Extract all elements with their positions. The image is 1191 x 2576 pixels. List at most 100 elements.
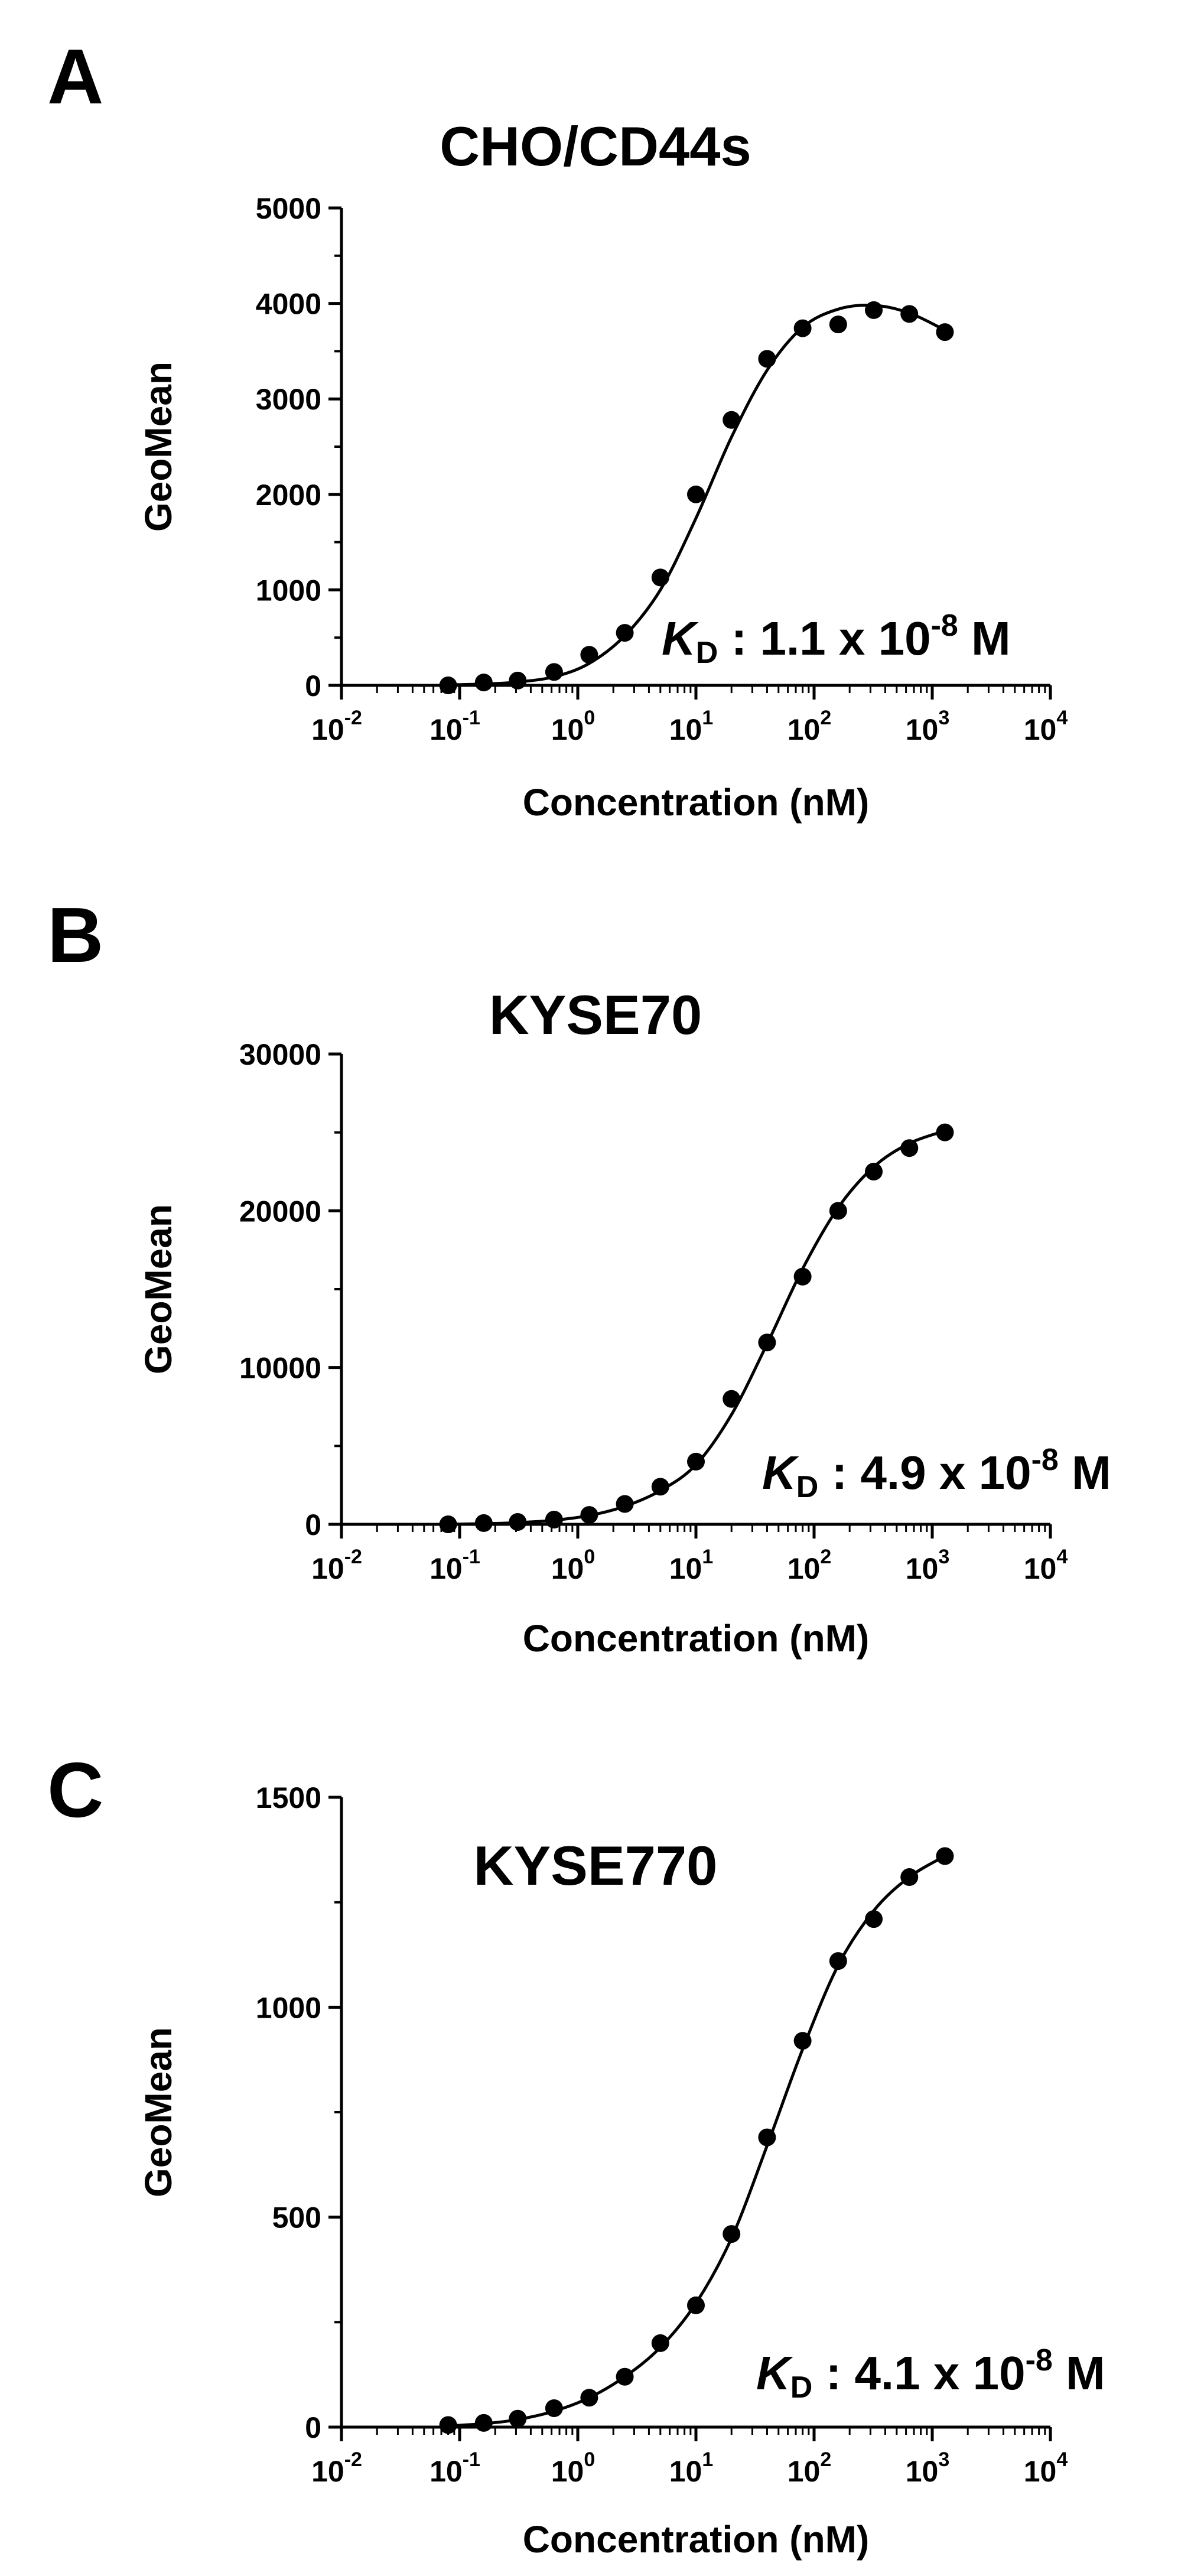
data-point: [723, 1390, 741, 1408]
x-tick-label: 101: [669, 1546, 714, 1585]
x-tick-label: 10-2: [311, 707, 362, 746]
x-tick-label: 100: [551, 707, 596, 746]
x-tick-label-base: 10: [669, 2455, 702, 2488]
x-tick-label-base: 10: [669, 1552, 702, 1585]
panel-label: A: [47, 33, 103, 120]
x-tick-label-base: 10: [311, 713, 344, 746]
kd-symbol: K: [756, 2347, 793, 2399]
x-tick-label: 10-2: [311, 2448, 362, 2488]
x-tick-label: 10-2: [311, 1546, 362, 1585]
x-tick-label-exponent: 0: [584, 707, 595, 729]
x-tick-label-base: 10: [551, 713, 584, 746]
x-tick-label: 104: [1024, 707, 1068, 746]
x-tick-label-exponent: 2: [820, 2448, 831, 2471]
data-point: [829, 1952, 847, 1970]
x-tick-label: 100: [551, 2448, 596, 2488]
kd-value: : 4.1 x 10: [812, 2347, 1025, 2399]
data-point: [793, 2032, 812, 2050]
data-point: [439, 1515, 457, 1533]
x-tick-label-exponent: -1: [463, 2448, 480, 2471]
x-tick-label: 10-1: [429, 1546, 480, 1585]
data-point: [616, 624, 634, 642]
data-point: [865, 1163, 883, 1180]
x-tick-label: 101: [669, 2448, 714, 2488]
kd-unit: M: [1053, 2347, 1105, 2399]
y-axis-label: GeoMean: [137, 2027, 180, 2197]
kd-exponent: -8: [931, 609, 958, 643]
x-tick-label-base: 10: [1024, 1552, 1057, 1585]
y-tick-label: 20000: [239, 1195, 321, 1228]
x-tick-label: 102: [788, 707, 832, 746]
y-tick-label: 1500: [256, 1781, 321, 1814]
data-point: [900, 305, 919, 323]
data-point: [687, 485, 705, 503]
x-tick-label: 102: [788, 1546, 832, 1585]
data-point: [936, 1123, 954, 1141]
kd-unit: M: [958, 612, 1011, 665]
x-tick-label-exponent: 1: [702, 1546, 713, 1568]
data-point: [829, 316, 847, 334]
kd-subscript: D: [696, 636, 718, 670]
data-point: [474, 2414, 493, 2432]
x-tick-label-base: 10: [906, 2455, 939, 2488]
data-point: [900, 1868, 919, 1887]
x-tick-label: 103: [906, 1546, 950, 1585]
data-point: [580, 646, 598, 664]
y-axis-label: GeoMean: [137, 362, 180, 532]
x-tick-label-exponent: -1: [463, 1546, 480, 1568]
x-tick-label-base: 10: [788, 713, 821, 746]
data-point: [936, 323, 954, 341]
x-tick-label-exponent: 3: [938, 2448, 949, 2471]
data-point: [723, 2225, 741, 2243]
kd-subscript: D: [790, 2370, 813, 2405]
x-tick-label-exponent: 4: [1056, 707, 1068, 729]
data-point: [793, 1267, 812, 1286]
x-tick-label-exponent: 4: [1056, 1546, 1068, 1568]
x-tick-label-exponent: 3: [938, 1546, 949, 1568]
panel-label: C: [47, 1746, 103, 1833]
y-tick-label: 500: [272, 2201, 321, 2235]
kd-symbol: K: [762, 1446, 799, 1499]
kd-exponent: -8: [1031, 1443, 1059, 1477]
data-point: [793, 319, 812, 337]
chart-title: KYSE770: [474, 1835, 718, 1897]
x-tick-label-exponent: 0: [584, 2448, 595, 2471]
data-point: [509, 671, 527, 689]
data-point: [509, 1513, 527, 1531]
x-tick-label-exponent: 2: [820, 1546, 831, 1568]
data-point: [545, 663, 563, 681]
y-tick-label: 0: [305, 669, 321, 702]
kd-annotation: KD : 4.9 x 10-8 M: [762, 1443, 1111, 1504]
data-point: [865, 301, 883, 319]
kd-annotation: KD : 4.1 x 10-8 M: [756, 2343, 1105, 2405]
data-point: [580, 1506, 598, 1524]
data-point: [829, 1202, 847, 1220]
y-tick-label: 10000: [239, 1352, 321, 1385]
data-point: [758, 1333, 776, 1352]
x-tick-label-base: 10: [551, 1552, 584, 1585]
chart-title: CHO/CD44s: [440, 115, 751, 177]
data-point: [439, 2416, 457, 2434]
data-point: [651, 568, 669, 587]
x-tick-label-exponent: 1: [702, 707, 713, 729]
fit-curve: [448, 304, 946, 687]
x-tick-label-exponent: -2: [344, 707, 362, 729]
y-tick-label: 4000: [256, 288, 321, 321]
x-tick-label-exponent: 4: [1056, 2448, 1068, 2471]
x-tick-label: 104: [1024, 2448, 1068, 2488]
y-tick-label: 3000: [256, 383, 321, 416]
kd-unit: M: [1059, 1446, 1111, 1499]
chart-title: KYSE70: [489, 984, 702, 1046]
data-point: [509, 2409, 527, 2428]
data-point: [900, 1139, 919, 1157]
y-tick-label: 0: [305, 2411, 321, 2444]
data-point: [616, 2367, 634, 2386]
kd-annotation: KD : 1.1 x 10-8 M: [662, 609, 1011, 670]
y-tick-label: 30000: [239, 1038, 321, 1071]
x-tick-label-base: 10: [429, 2455, 463, 2488]
x-tick-label-base: 10: [429, 713, 463, 746]
y-tick-label: 5000: [256, 192, 321, 225]
kd-value: : 4.9 x 10: [818, 1446, 1031, 1499]
x-tick-label-exponent: -1: [463, 707, 480, 729]
